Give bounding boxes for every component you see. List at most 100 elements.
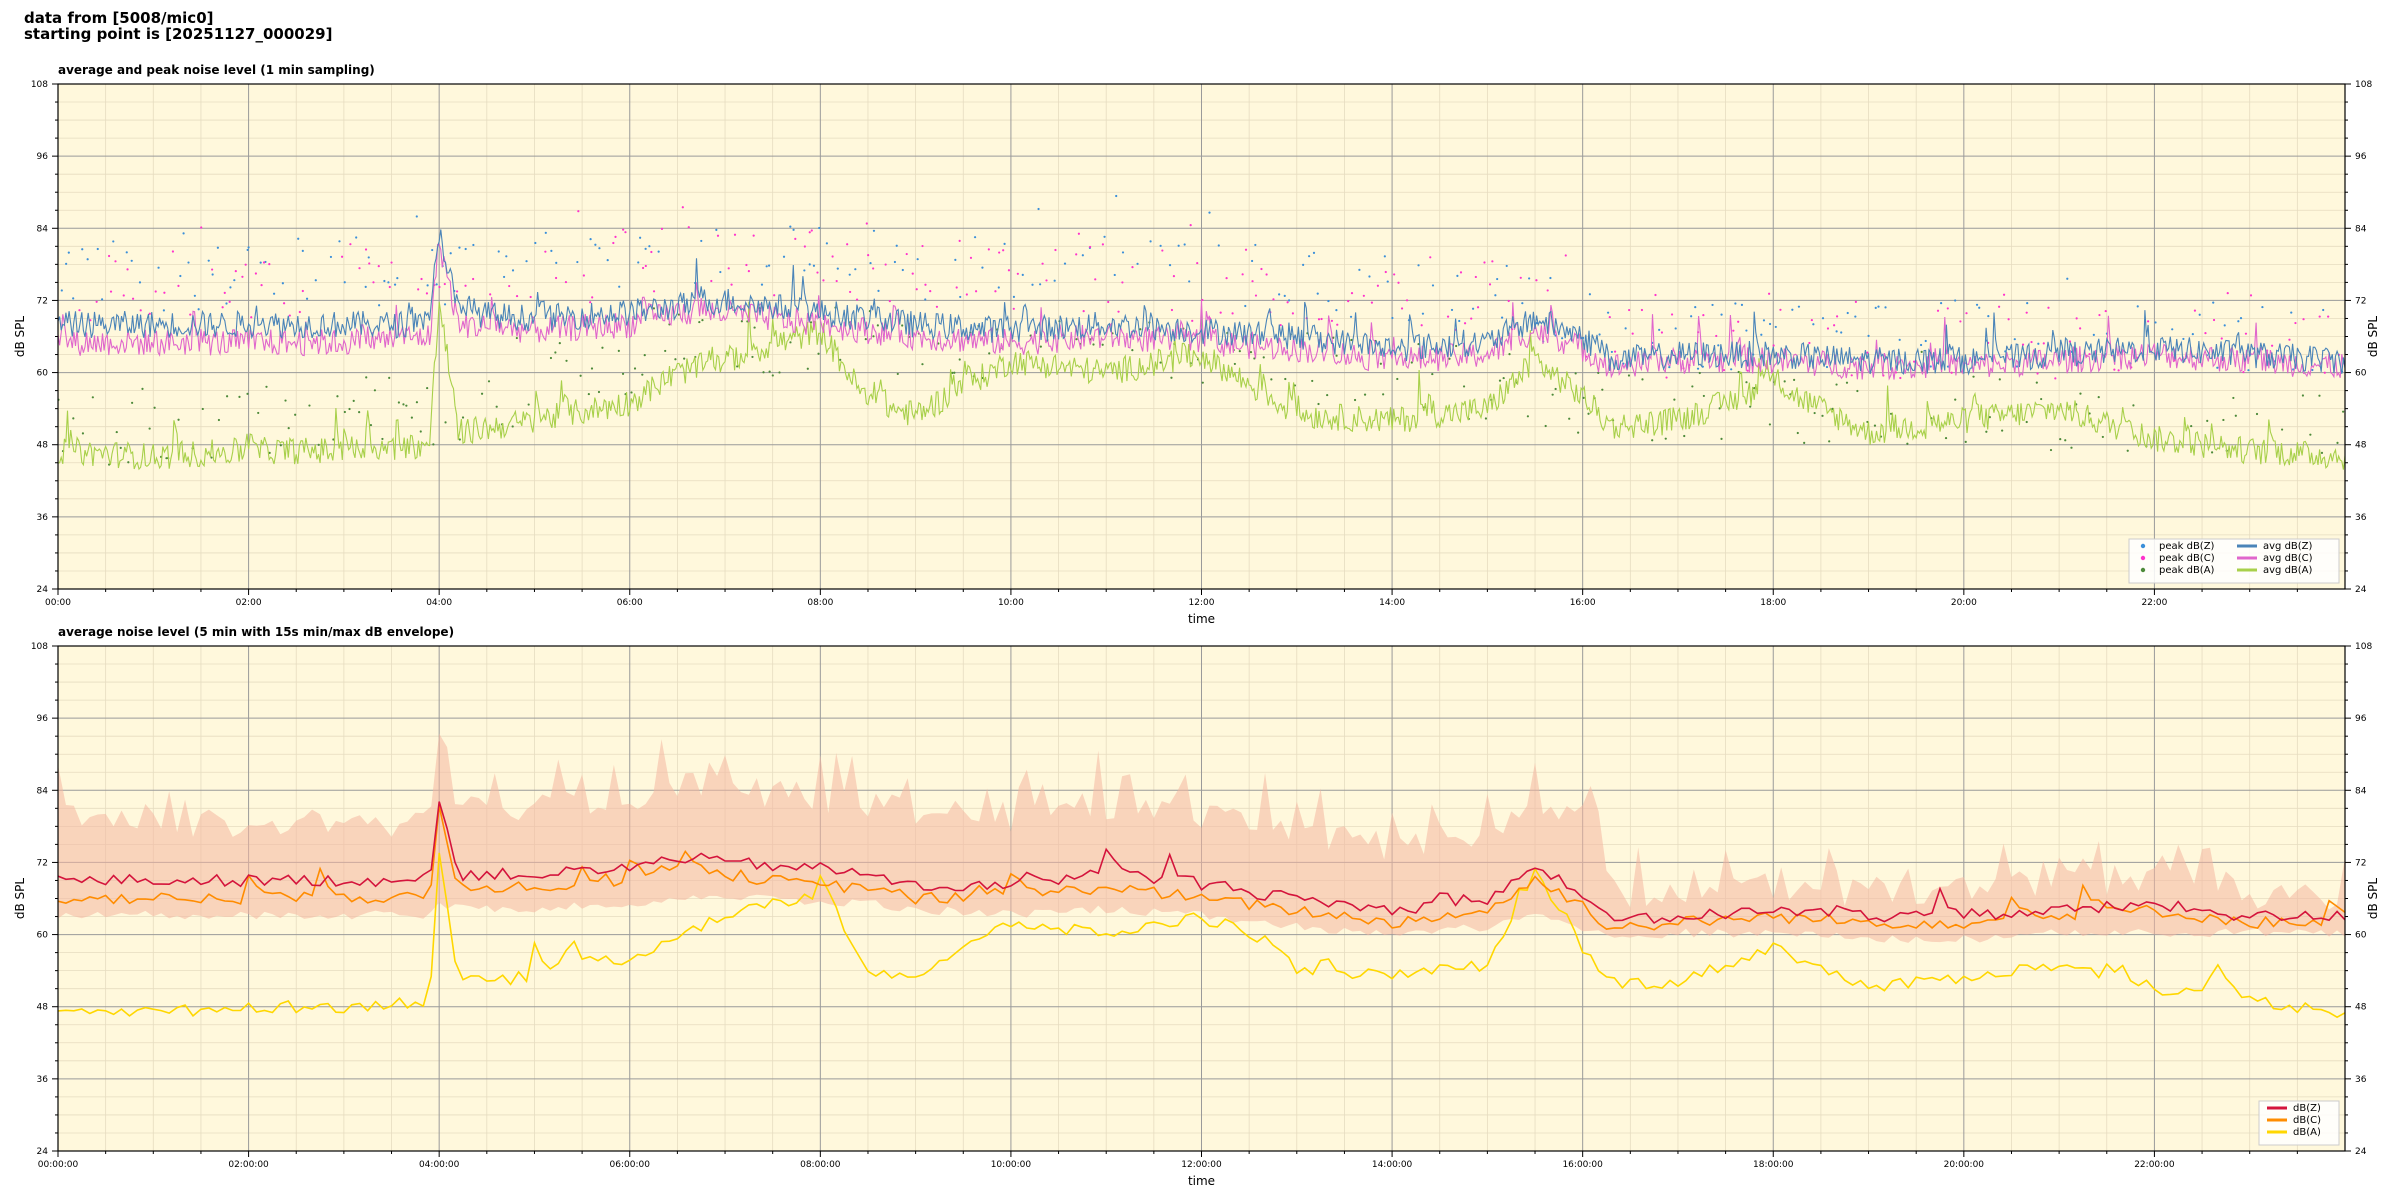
peak-point bbox=[817, 352, 820, 355]
x-tick-label: 18:00 bbox=[1760, 598, 1786, 608]
peak-point bbox=[1291, 312, 1294, 315]
peak-point bbox=[1793, 378, 1796, 381]
peak-point bbox=[674, 358, 677, 361]
peak-point bbox=[2075, 317, 2078, 320]
peak-point bbox=[1954, 299, 1957, 302]
peak-point bbox=[343, 410, 346, 414]
peak-point bbox=[1737, 320, 1740, 323]
peak-point bbox=[846, 243, 849, 246]
peak-point bbox=[163, 291, 166, 294]
peak-point bbox=[2191, 333, 2194, 336]
peak-point bbox=[193, 294, 196, 297]
peak-point bbox=[958, 358, 961, 361]
peak-point bbox=[1039, 345, 1042, 348]
peak-point bbox=[1668, 366, 1671, 369]
peak-point bbox=[1749, 405, 1752, 408]
peak-point bbox=[314, 279, 317, 282]
legend-label: peak dB(A) bbox=[2159, 565, 2215, 576]
peak-point bbox=[2136, 305, 2139, 308]
peak-point bbox=[211, 273, 214, 276]
peak-point bbox=[1779, 308, 1782, 311]
peak-point bbox=[730, 283, 733, 286]
peak-point bbox=[929, 290, 932, 293]
x-tick-label: 16:00 bbox=[1570, 598, 1596, 608]
peak-point bbox=[1627, 374, 1631, 377]
peak-point bbox=[443, 303, 447, 306]
peak-point bbox=[1136, 262, 1139, 265]
peak-point bbox=[262, 261, 266, 264]
peak-point bbox=[396, 277, 399, 280]
peak-point bbox=[901, 324, 904, 327]
peak-point bbox=[1740, 303, 1744, 306]
peak-point bbox=[177, 418, 180, 421]
peak-point bbox=[1582, 396, 1585, 399]
peak-point bbox=[2244, 332, 2248, 335]
peak-point bbox=[247, 246, 250, 249]
peak-point bbox=[1850, 374, 1853, 377]
peak-point bbox=[612, 241, 615, 245]
peak-point bbox=[1821, 317, 1825, 320]
peak-point bbox=[1362, 294, 1365, 297]
peak-point bbox=[549, 356, 553, 360]
peak-point bbox=[487, 380, 491, 383]
peak-point bbox=[855, 298, 859, 301]
peak-point bbox=[365, 376, 368, 379]
peak-point bbox=[201, 407, 204, 411]
y-tick-label: 60 bbox=[37, 369, 49, 379]
x-tick-label: 12:00 bbox=[1189, 598, 1215, 608]
peak-point bbox=[582, 274, 585, 277]
peak-point bbox=[1358, 268, 1361, 271]
peak-point bbox=[577, 210, 580, 213]
peak-point bbox=[2212, 318, 2216, 322]
peak-point bbox=[630, 391, 633, 394]
peak-point bbox=[1081, 254, 1084, 257]
peak-point bbox=[78, 309, 81, 312]
peak-point bbox=[268, 451, 271, 454]
peak-point bbox=[1327, 299, 1330, 303]
peak-point bbox=[1601, 388, 1604, 391]
peak-point bbox=[1417, 264, 1420, 267]
peak-point bbox=[377, 265, 380, 268]
peak-point bbox=[1405, 299, 1409, 302]
peak-point bbox=[1456, 274, 1459, 277]
peak-point bbox=[1835, 330, 1838, 333]
peak-point bbox=[1950, 371, 1953, 374]
peak-point bbox=[1260, 267, 1263, 271]
peak-point bbox=[511, 269, 515, 272]
peak-point bbox=[1470, 317, 1473, 320]
peak-point bbox=[1063, 262, 1067, 265]
peak-point bbox=[1254, 243, 1257, 247]
peak-point bbox=[2040, 397, 2043, 401]
peak-point bbox=[1491, 260, 1494, 263]
peak-point bbox=[1462, 385, 1466, 388]
peak-point bbox=[2309, 433, 2312, 436]
peak-point bbox=[282, 302, 286, 305]
peak-point bbox=[778, 371, 781, 374]
peak-point bbox=[417, 288, 420, 291]
peak-point bbox=[1075, 253, 1078, 256]
peak-point bbox=[95, 300, 98, 303]
y-tick-label: 96 bbox=[37, 714, 49, 724]
peak-point bbox=[2132, 404, 2135, 407]
peak-point bbox=[358, 267, 361, 270]
y-tick-label-right: 24 bbox=[2355, 585, 2367, 595]
peak-point bbox=[464, 284, 467, 287]
peak-point bbox=[238, 395, 241, 398]
y-tick-label: 36 bbox=[37, 513, 49, 523]
peak-point bbox=[1431, 284, 1435, 287]
peak-point bbox=[367, 256, 370, 259]
peak-point bbox=[2327, 315, 2330, 318]
peak-point bbox=[1250, 259, 1254, 263]
peak-point bbox=[959, 295, 962, 299]
peak-point bbox=[2049, 448, 2053, 452]
peak-point bbox=[554, 276, 558, 280]
peak-point bbox=[332, 438, 335, 441]
peak-point bbox=[1113, 273, 1116, 277]
peak-point bbox=[1448, 357, 1451, 360]
peak-point bbox=[1330, 319, 1334, 322]
peak-point bbox=[1998, 305, 2001, 308]
peak-point bbox=[2247, 369, 2250, 372]
y-tick-label-right: 48 bbox=[2355, 441, 2367, 451]
peak-point bbox=[998, 251, 1001, 254]
peak-point bbox=[1608, 315, 1611, 319]
